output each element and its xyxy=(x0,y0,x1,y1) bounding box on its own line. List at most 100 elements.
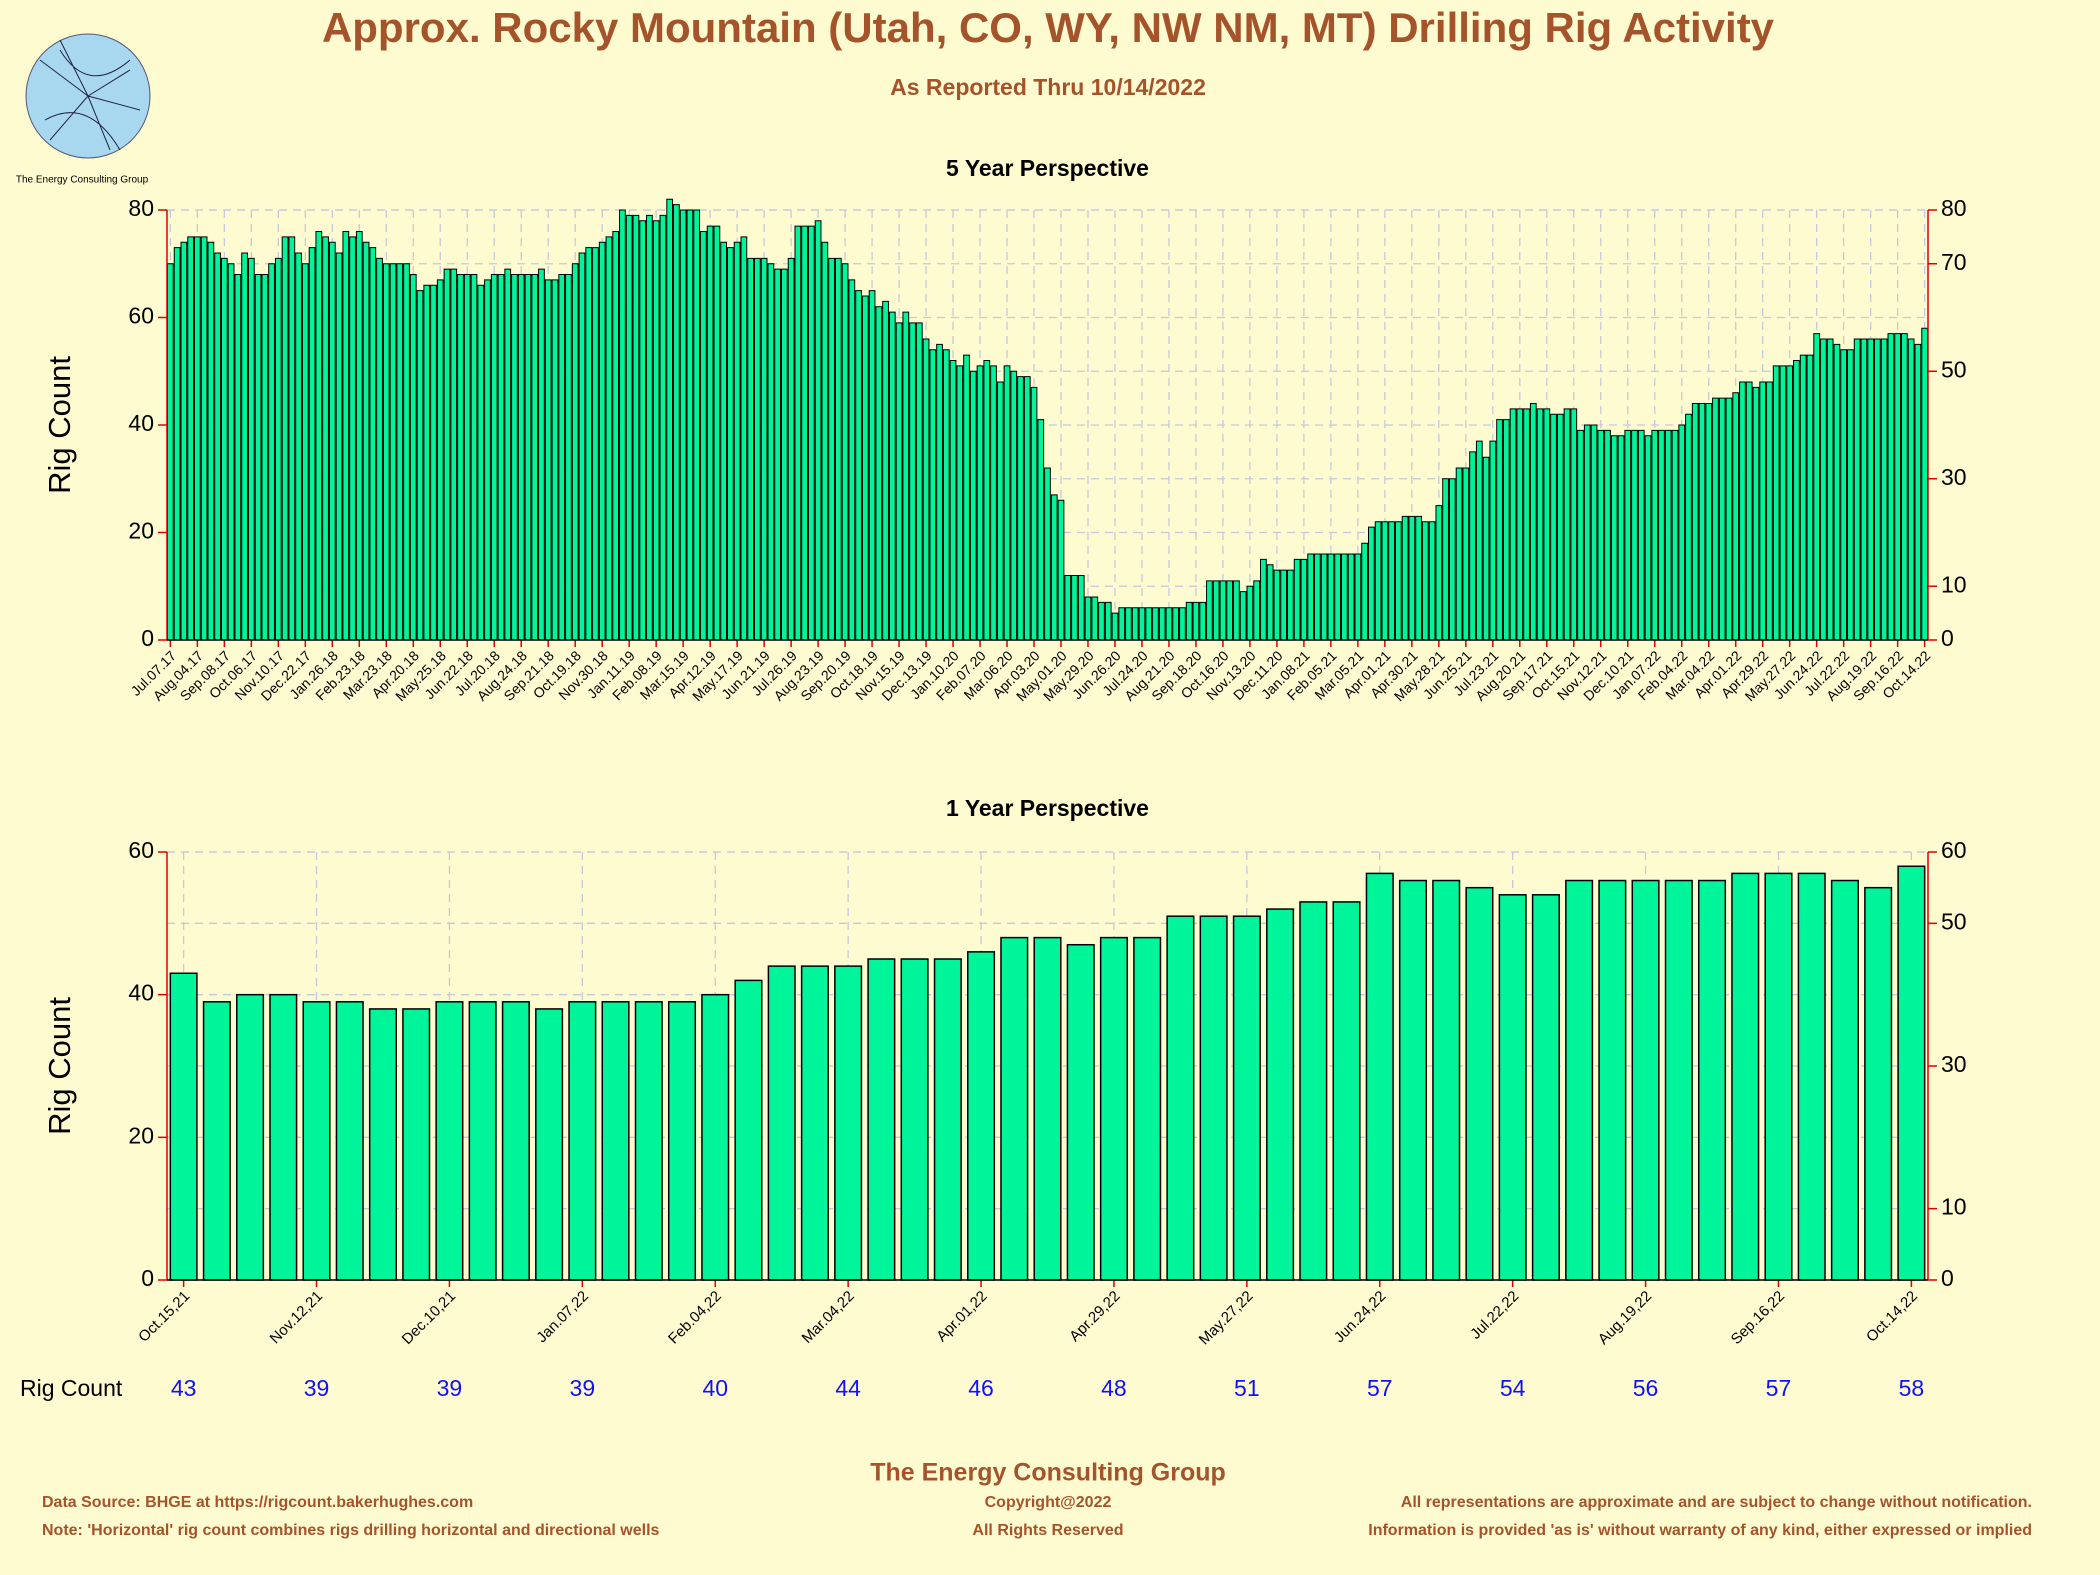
bar xyxy=(497,274,505,641)
bar xyxy=(1907,338,1915,641)
bar xyxy=(1455,467,1463,641)
bar xyxy=(1550,413,1557,641)
bar xyxy=(754,257,761,641)
bar xyxy=(180,241,188,641)
bar xyxy=(1033,936,1062,1281)
bar xyxy=(1280,569,1288,641)
bar xyxy=(861,295,869,641)
bar xyxy=(1894,333,1902,641)
y-tick-label: 40 xyxy=(128,410,154,436)
bar xyxy=(328,241,336,641)
bar xyxy=(727,247,734,641)
bar xyxy=(335,1001,364,1281)
bar xyxy=(295,252,302,641)
bar xyxy=(558,274,566,641)
bar xyxy=(1226,580,1234,641)
bar xyxy=(524,274,532,641)
bar xyxy=(1000,936,1029,1281)
bar xyxy=(1685,413,1692,641)
logo-lines xyxy=(39,39,141,151)
bar xyxy=(1698,403,1706,641)
bar xyxy=(801,225,808,641)
bar xyxy=(1300,558,1308,641)
bar xyxy=(922,338,930,641)
bar xyxy=(349,236,356,641)
bar xyxy=(1793,360,1800,641)
bar xyxy=(1853,338,1861,641)
bar xyxy=(1266,564,1274,641)
bar xyxy=(504,268,512,641)
y2-tick-label: 70 xyxy=(1941,249,1967,275)
bar xyxy=(1752,386,1760,641)
bar xyxy=(774,268,781,641)
bar xyxy=(1066,943,1095,1281)
bar xyxy=(834,257,842,641)
bar xyxy=(1536,408,1544,641)
value-label: 43 xyxy=(171,1375,197,1401)
value-label: 44 xyxy=(835,1375,861,1401)
bar xyxy=(1332,901,1361,1281)
bar xyxy=(470,274,478,641)
bar xyxy=(565,274,572,641)
bar xyxy=(1374,521,1382,641)
bar xyxy=(1496,419,1503,641)
bar xyxy=(1764,872,1793,1281)
bar xyxy=(1860,338,1868,641)
value-label: 51 xyxy=(1234,1375,1260,1401)
bar xyxy=(1847,349,1854,641)
bar xyxy=(1523,408,1530,641)
footer-note: Note: 'Horizontal' rig count combines ri… xyxy=(42,1522,660,1539)
footer-source: Data Source: BHGE at https://rigcount.ba… xyxy=(42,1494,473,1511)
bar xyxy=(511,274,518,641)
bar xyxy=(207,241,215,641)
bar xyxy=(734,979,763,1281)
value-label: 54 xyxy=(1500,1375,1526,1401)
bar xyxy=(403,263,410,641)
bar xyxy=(396,263,404,641)
bar xyxy=(828,257,835,641)
bar xyxy=(1381,521,1389,641)
bar xyxy=(322,236,329,641)
bar xyxy=(1037,419,1045,641)
bar xyxy=(1354,553,1362,641)
bar xyxy=(484,279,491,641)
bar xyxy=(1166,915,1195,1281)
y-tick-label: 80 xyxy=(128,195,154,221)
bar xyxy=(1307,553,1315,641)
bar xyxy=(281,236,289,641)
bar xyxy=(1880,338,1888,641)
bar xyxy=(1246,585,1254,641)
bar xyxy=(1691,403,1699,641)
bar xyxy=(875,306,883,641)
bar xyxy=(673,204,680,641)
bar xyxy=(1797,872,1826,1281)
bar xyxy=(1864,886,1893,1281)
logo-text: The Energy Consulting Group xyxy=(16,175,149,186)
value-label: 58 xyxy=(1899,1375,1925,1401)
bar xyxy=(1442,478,1449,641)
bar xyxy=(1531,894,1560,1281)
bar xyxy=(967,951,996,1281)
bar xyxy=(1565,879,1594,1281)
bar xyxy=(1421,521,1429,641)
bar xyxy=(173,247,181,641)
bar xyxy=(1030,386,1038,641)
bar xyxy=(1570,408,1578,641)
logo: The Energy Consulting Group xyxy=(16,33,151,186)
bar xyxy=(227,263,235,641)
bar xyxy=(867,958,896,1281)
bar xyxy=(1003,365,1011,641)
bar xyxy=(477,284,485,641)
footer-rights: All Rights Reserved xyxy=(972,1522,1123,1539)
bar xyxy=(335,252,343,641)
bar xyxy=(1199,601,1207,641)
bar xyxy=(767,965,796,1281)
bar xyxy=(1678,424,1686,641)
bar xyxy=(362,241,370,641)
bar xyxy=(355,231,363,641)
bar xyxy=(1786,365,1794,641)
bar xyxy=(423,284,431,641)
bar xyxy=(1697,879,1727,1281)
bar xyxy=(1138,607,1146,641)
bar xyxy=(402,1008,431,1281)
